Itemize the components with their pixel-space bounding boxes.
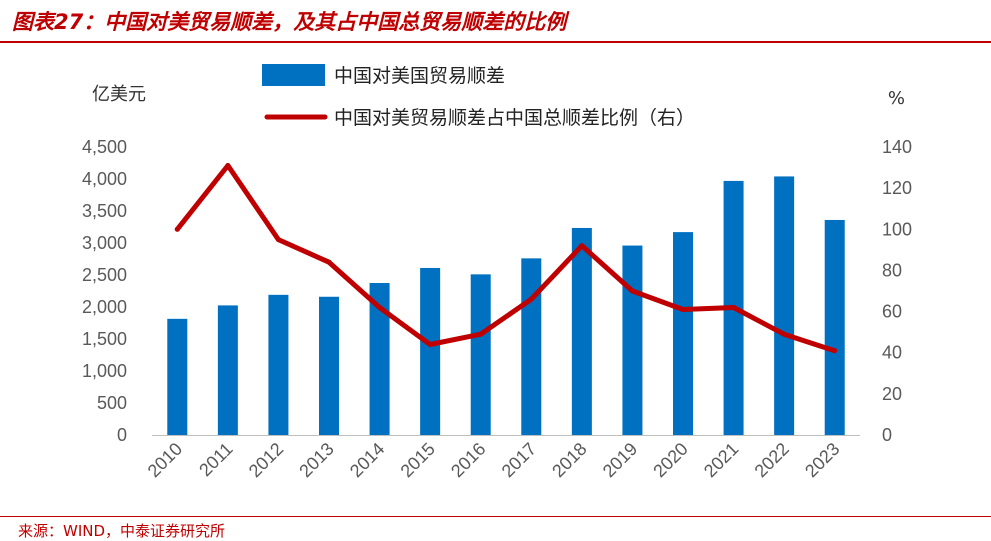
ratio-point-2013 (326, 259, 332, 265)
right-axis-tick: 120 (882, 178, 912, 198)
x-axis-tick: 2020 (649, 439, 691, 481)
right-axis-tick: 100 (882, 219, 912, 239)
bar-2020 (673, 232, 693, 435)
figure-title: 图表27：中国对美贸易顺差，及其占中国总贸易顺差的比例 (12, 10, 567, 34)
x-axis-tick: 2016 (447, 439, 489, 481)
bar-2022 (774, 176, 795, 435)
ratio-line (174, 163, 838, 354)
right-axis-tick: 40 (882, 343, 902, 363)
footer-divider (0, 516, 991, 517)
right-axis-tick: 80 (882, 260, 902, 280)
bar-2017 (521, 258, 542, 435)
x-axis-tick: 2019 (599, 439, 641, 481)
bar-2012 (268, 294, 289, 435)
x-axis-tick: 2022 (751, 439, 793, 481)
x-axis-tick: 2010 (144, 439, 186, 481)
right-axis-tick: 140 (882, 137, 912, 157)
x-axis-tick: 2018 (548, 439, 590, 481)
ratio-point-2015 (427, 341, 433, 347)
x-axis-tick: 2017 (498, 439, 540, 481)
bar-2018 (571, 227, 592, 435)
ratio-point-2010 (174, 226, 180, 232)
bar-2016 (470, 274, 491, 435)
left-axis-tick: 1,000 (82, 361, 127, 381)
left-axis-tick: 3,000 (82, 233, 127, 253)
ratio-point-2023 (832, 348, 838, 354)
title-divider (0, 41, 991, 43)
right-axis-tick: 20 (882, 384, 902, 404)
left-axis-tick: 2,500 (82, 265, 127, 285)
right-axis-tick: 0 (882, 425, 892, 445)
x-axis-tick: 2023 (801, 439, 843, 481)
ratio-point-2017 (528, 296, 534, 302)
bar-2011 (217, 305, 238, 435)
left-axis-tick: 3,500 (82, 201, 127, 221)
bar-2023 (824, 219, 845, 435)
x-axis-tick: 2021 (700, 439, 742, 481)
x-axis-tick: 2012 (245, 439, 287, 481)
left-axis-tick: 0 (117, 425, 127, 445)
x-axis-tick: 2011 (195, 439, 237, 481)
combo-chart: 亿美元 % 中国对美国贸易顺差 中国对美贸易顺差占中国总顺差比例（右） 0 500… (82, 64, 912, 481)
left-axis-tick: 2,000 (82, 297, 127, 317)
x-axis-tick: 2013 (295, 439, 337, 481)
source-note: 来源：WIND，中泰证券研究所 (18, 522, 226, 540)
ratio-point-2021 (731, 304, 737, 310)
right-axis-tick: 60 (882, 302, 902, 322)
right-axis-unit: % (888, 88, 905, 109)
left-axis-tick: 4,500 (82, 137, 127, 157)
left-axis-tick: 500 (97, 393, 127, 413)
ratio-point-2012 (275, 237, 281, 243)
x-axis-tick: 2014 (346, 439, 388, 481)
ratio-point-2011 (225, 163, 231, 169)
legend-label-bar: 中国对美国贸易顺差 (334, 65, 505, 87)
legend-label-line: 中国对美贸易顺差占中国总顺差比例（右） (334, 107, 695, 129)
bar-2013 (319, 296, 339, 435)
left-axis-tick: 1,500 (82, 329, 127, 349)
bar-2014 (369, 283, 390, 435)
x-axis-tick: 2015 (397, 439, 439, 481)
legend-swatch-bar (262, 64, 325, 86)
left-axis-tick: 4,000 (82, 169, 127, 189)
ratio-point-2014 (377, 304, 383, 310)
bar-2015 (420, 267, 441, 435)
ratio-point-2020 (680, 307, 686, 313)
ratio-point-2018 (579, 243, 585, 249)
left-axis-unit: 亿美元 (92, 84, 146, 105)
ratio-point-2022 (781, 331, 787, 337)
bar-2010 (167, 318, 188, 435)
ratio-point-2016 (478, 331, 484, 337)
ratio-point-2019 (629, 288, 635, 294)
bar-2019 (622, 245, 643, 435)
